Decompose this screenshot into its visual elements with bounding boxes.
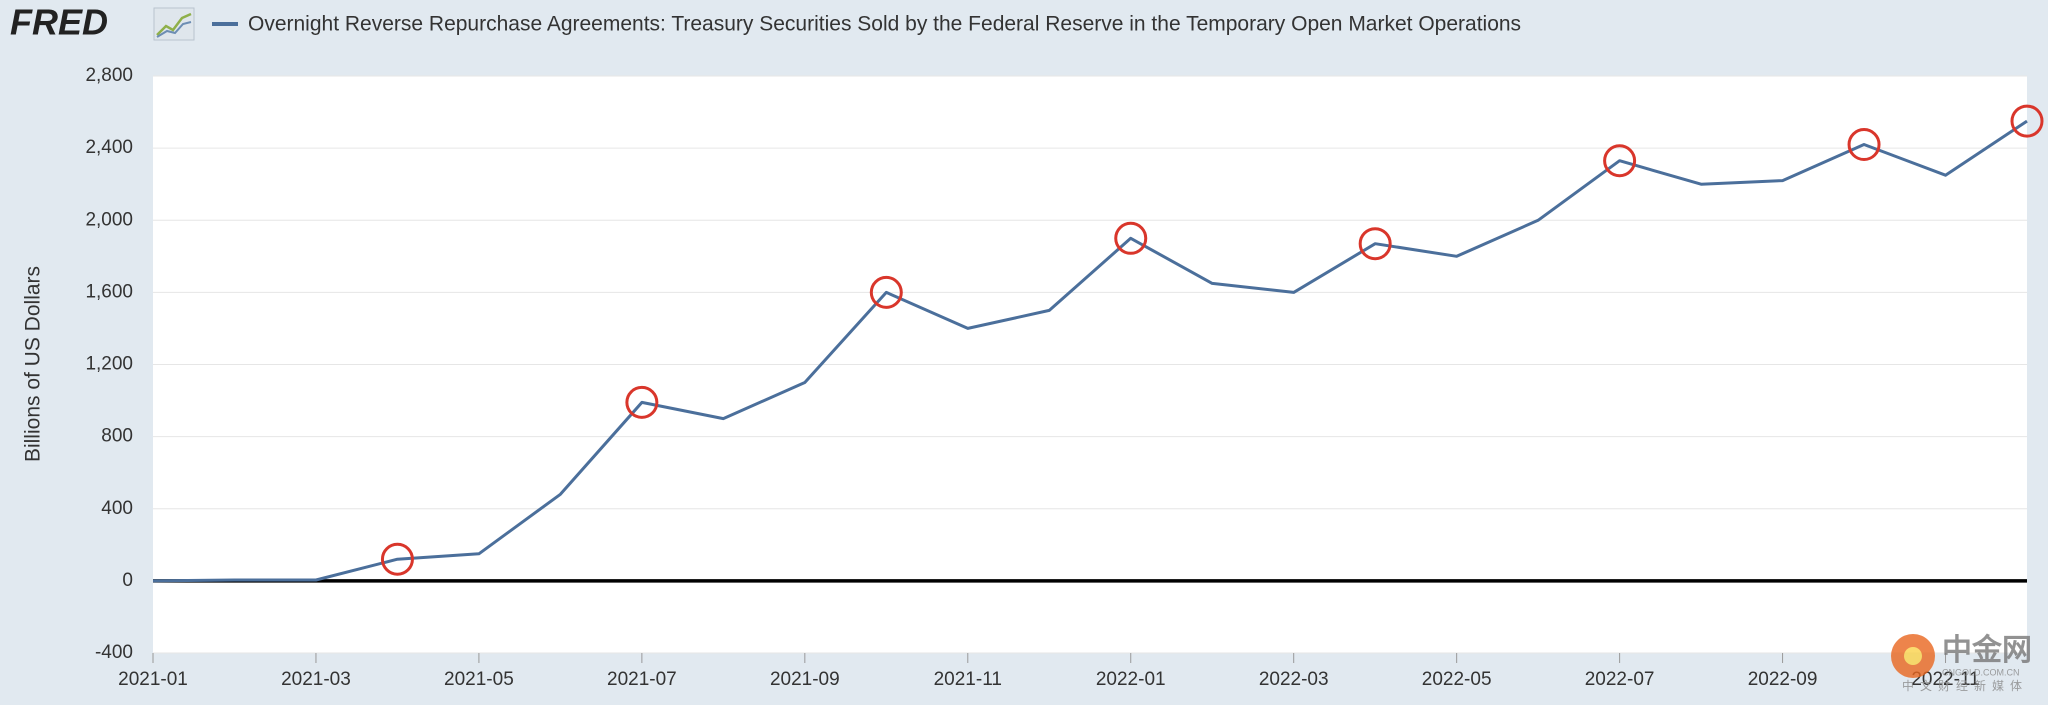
y-axis-label: Billions of US Dollars bbox=[22, 266, 45, 462]
y-tick-label: 400 bbox=[101, 498, 133, 519]
y-tick-label: 2,000 bbox=[85, 209, 133, 230]
x-tick-label: 2022-07 bbox=[1585, 669, 1655, 690]
y-tick-label: -400 bbox=[95, 642, 133, 663]
watermark-tagline: 中文财经新媒体 bbox=[1902, 678, 2028, 693]
x-tick-label: 2021-09 bbox=[770, 669, 840, 690]
watermark: 中金网 CNGOLD.COM.CN 中文财经新媒体 bbox=[1891, 633, 2032, 693]
y-tick-label: 2,400 bbox=[85, 137, 133, 158]
highlight-circle bbox=[1847, 128, 1881, 162]
data-line bbox=[152, 119, 2028, 583]
y-tick-label: 1,600 bbox=[85, 281, 133, 302]
logo-icon bbox=[153, 7, 195, 41]
highlight-circle bbox=[869, 275, 903, 309]
x-tick-label: 2022-11 bbox=[1911, 669, 1979, 690]
x-tick-label: 2022-09 bbox=[1748, 669, 1818, 690]
x-tick-label: 2021-01 bbox=[118, 669, 188, 690]
x-tick-label: 2022-03 bbox=[1259, 669, 1329, 690]
x-tick-label: 2022-05 bbox=[1422, 669, 1492, 690]
x-tick-label: 2021-05 bbox=[444, 669, 514, 690]
x-tick-label: 2021-07 bbox=[607, 669, 677, 690]
y-tick-label: 0 bbox=[122, 570, 133, 591]
legend-label: Overnight Reverse Repurchase Agreements:… bbox=[248, 13, 1521, 36]
y-tick-label: 2,800 bbox=[85, 65, 133, 86]
highlight-circle bbox=[2010, 104, 2044, 138]
watermark-site: CNGOLD.COM.CN bbox=[1942, 667, 2020, 677]
highlight-circle bbox=[380, 542, 414, 576]
x-tick-label: 2021-11 bbox=[934, 669, 1002, 690]
y-tick-label: 800 bbox=[101, 426, 133, 447]
watermark-name: 中金网 bbox=[1942, 633, 2032, 667]
highlight-circle bbox=[1358, 227, 1392, 261]
x-tick-label: 2022-01 bbox=[1096, 669, 1166, 690]
y-tick-label: 1,200 bbox=[85, 354, 133, 375]
brand-logo: FRED bbox=[10, 2, 108, 43]
highlight-circle bbox=[1603, 144, 1637, 178]
highlight-circle bbox=[1114, 221, 1148, 255]
x-tick-label: 2021-03 bbox=[281, 669, 351, 690]
highlight-circle bbox=[625, 385, 659, 419]
